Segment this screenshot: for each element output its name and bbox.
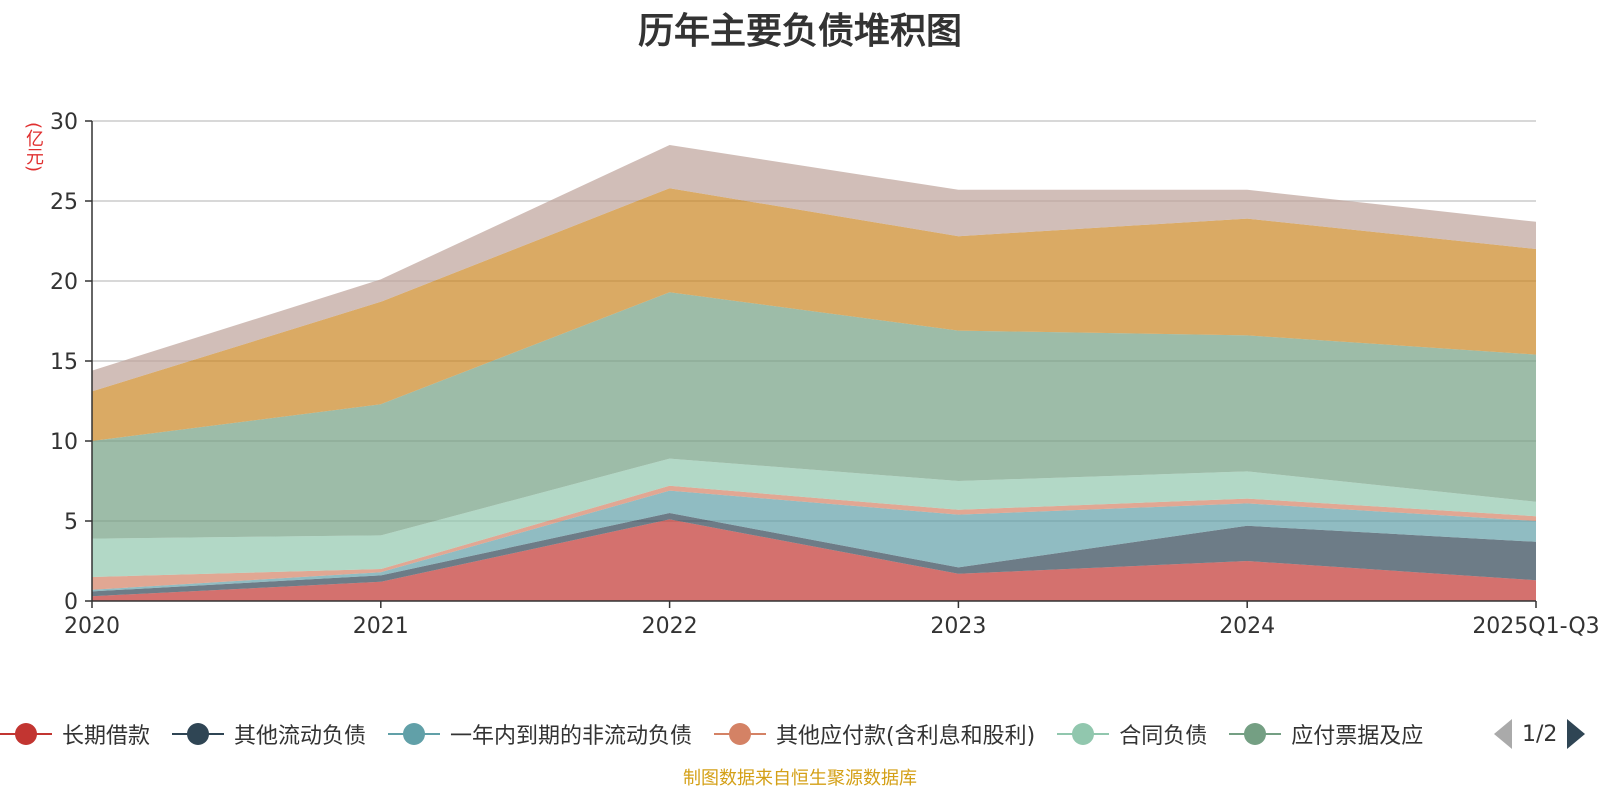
legend-item[interactable]: 应付票据及应 <box>1229 718 1423 750</box>
y-tick-label: 25 <box>50 190 78 215</box>
legend-label: 其他应付款(含利息和股利) <box>776 724 1036 749</box>
legend-marker-icon <box>1229 722 1282 746</box>
area-series-5 <box>92 458 1536 577</box>
legend-item[interactable]: 其他流动负债 <box>172 718 366 750</box>
legend-prev-page-button[interactable] <box>1494 719 1512 749</box>
legend-marker-icon <box>1057 722 1110 746</box>
legend-item[interactable]: 其他应付款(含利息和股利) <box>714 718 1035 750</box>
y-tick-label: 15 <box>50 350 78 375</box>
x-tick-label: 2025Q1-Q3 <box>1472 614 1599 639</box>
y-axis-unit-label: (亿元) <box>23 122 44 173</box>
area-series-1 <box>92 519 1536 601</box>
x-tick-label: 2020 <box>64 614 120 639</box>
legend-pager: 1/2 <box>1494 712 1586 756</box>
area-series-7 <box>92 188 1536 441</box>
legend-item[interactable]: 合同负债 <box>1057 718 1207 750</box>
x-tick-label: 2024 <box>1219 614 1275 639</box>
x-tick-label: 2022 <box>642 614 698 639</box>
legend-item[interactable]: 一年内到期的非流动负债 <box>388 718 692 750</box>
legend-label: 合同负债 <box>1119 724 1208 749</box>
stacked-areas <box>92 145 1536 601</box>
chart-canvas: 0 5 10 15 20 25 30 2020 2021 2022 2023 2024 2025Q1-Q… <box>50 110 1600 639</box>
area-series-6 <box>92 292 1536 539</box>
x-tick-label: 2021 <box>353 614 409 639</box>
legend-label: 应付票据及应 <box>1291 724 1424 749</box>
legend-marker-icon <box>714 722 767 746</box>
legend-page-indicator: 1/2 <box>1522 721 1558 747</box>
legend-label: 长期借款 <box>62 724 151 749</box>
legend-item[interactable]: 长期借款 <box>0 718 150 750</box>
y-tick-label: 10 <box>50 430 78 455</box>
legend-next-page-button[interactable] <box>1567 719 1586 749</box>
y-tick-label: 30 <box>50 110 78 135</box>
y-tick-label: 20 <box>50 270 78 295</box>
legend: 长期借款 其他流动负债 一年内到期的非流动负债 其他应付款(含利息和股利) 合同负债 应付… <box>0 712 1490 756</box>
chart-title: 历年主要负债堆积图 <box>637 11 962 52</box>
axes: 0 5 10 15 20 25 30 2020 2021 2022 2023 2024 2025Q1-Q… <box>50 110 1600 639</box>
area-series-4 <box>92 485 1536 590</box>
area-series-3 <box>92 490 1536 592</box>
y-tick-label: 5 <box>64 510 78 535</box>
source-note: 制图数据来自恒生聚源数据库 <box>683 768 917 789</box>
legend-label: 其他流动负债 <box>234 724 367 749</box>
legend-marker-icon <box>172 722 225 746</box>
y-tick-label: 0 <box>64 590 78 615</box>
legend-marker-icon <box>388 722 441 746</box>
legend-marker-icon <box>0 722 52 746</box>
area-series-8 <box>92 145 1536 392</box>
legend-label: 一年内到期的非流动负债 <box>450 724 693 749</box>
area-series-2 <box>92 513 1536 597</box>
x-tick-label: 2023 <box>930 614 986 639</box>
